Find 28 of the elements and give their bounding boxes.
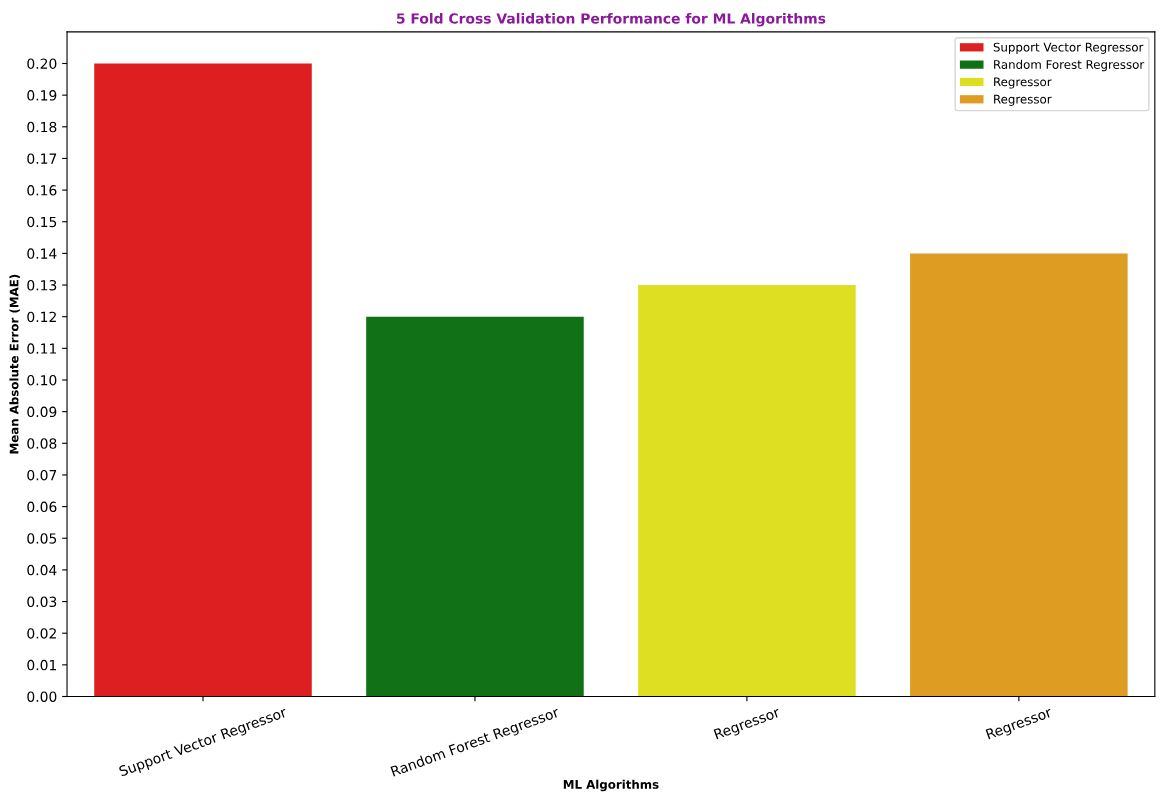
y-tick-label: 0.09	[27, 406, 57, 418]
y-tick-label: 0.16	[27, 185, 57, 196]
legend-label: Regressor	[994, 94, 1052, 106]
y-tick-label: 0.18	[27, 121, 57, 133]
y-tick-label: 0.03	[27, 596, 57, 608]
y-tick-label: 0.19	[27, 90, 57, 101]
y-tick-label: 0.05	[27, 533, 57, 544]
y-tick-label: 0.02	[27, 628, 56, 639]
y-tick-label: 0.12	[27, 311, 56, 323]
y-tick-label: 0.01	[27, 659, 57, 671]
y-tick-label: 0.20	[27, 58, 57, 69]
y-axis-title: Mean Absolute Error (MAE)	[9, 274, 20, 454]
y-tick-label: 0.00	[27, 691, 57, 702]
legend-label: Support Vector Regressor	[993, 42, 1144, 54]
chart-title: 5 Fold Cross Validation Performance for ML Algorithms	[396, 12, 826, 27]
y-tick-label: 0.15	[27, 216, 57, 228]
y-tick-label: 0.11	[27, 343, 57, 354]
y-tick-label: 0.08	[27, 438, 57, 449]
y-tick-label: 0.13	[27, 280, 57, 291]
y-tick-label: 0.06	[27, 501, 57, 513]
y-tick-label: 0.14	[27, 248, 57, 259]
x-axis-title: ML Algorithms	[563, 779, 659, 792]
y-tick-label: 0.07	[27, 469, 57, 481]
y-tick-label: 0.17	[27, 153, 57, 164]
y-tick-label: 0.10	[27, 374, 57, 386]
legend-label: Regressor	[994, 77, 1052, 89]
y-tick-label: 0.04	[27, 564, 57, 576]
legend-label: Random Forest Regressor	[994, 59, 1145, 72]
